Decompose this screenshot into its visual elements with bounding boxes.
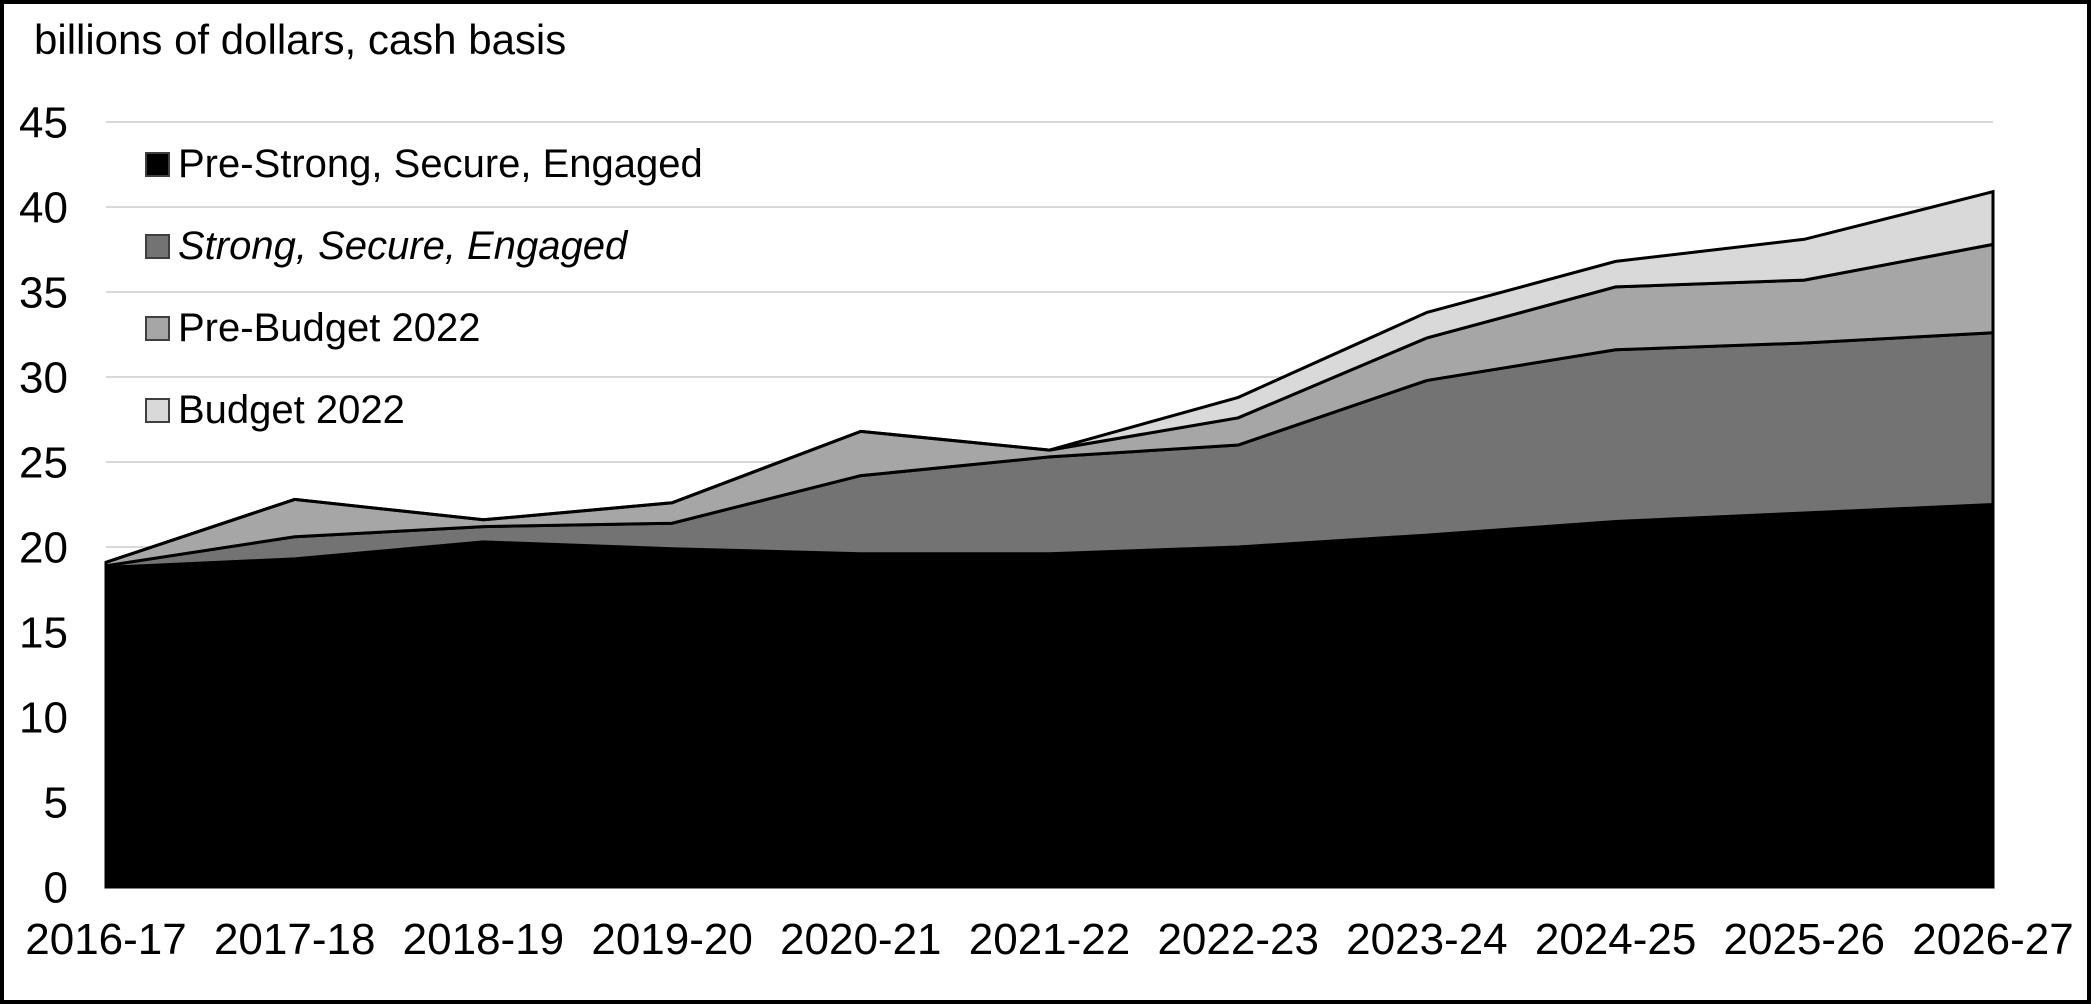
y-tick-label-0: 0 bbox=[44, 863, 68, 912]
y-tick-label-30: 30 bbox=[19, 353, 68, 402]
x-tick-label-2025-26: 2025-26 bbox=[1724, 915, 1885, 964]
y-tick-label-40: 40 bbox=[19, 183, 68, 232]
legend-item-1: Strong, Secure, Engaged bbox=[145, 205, 703, 287]
legend-item-0: Pre-Strong, Secure, Engaged bbox=[145, 123, 703, 205]
x-tick-label-2021-22: 2021-22 bbox=[969, 915, 1130, 964]
y-tick-label-45: 45 bbox=[19, 98, 68, 147]
legend-label: Budget 2022 bbox=[178, 387, 405, 432]
y-tick-label-35: 35 bbox=[19, 268, 68, 317]
legend-label: Pre-Budget 2022 bbox=[178, 305, 481, 350]
legend-swatch-icon bbox=[145, 151, 170, 177]
legend-item-2: Pre-Budget 2022 bbox=[145, 287, 703, 369]
y-tick-label-15: 15 bbox=[19, 608, 68, 657]
x-tick-label-2022-23: 2022-23 bbox=[1157, 915, 1318, 964]
x-tick-label-2023-24: 2023-24 bbox=[1346, 915, 1507, 964]
x-tick-label-2024-25: 2024-25 bbox=[1535, 915, 1696, 964]
y-tick-label-5: 5 bbox=[44, 778, 68, 827]
x-tick-label-2017-18: 2017-18 bbox=[214, 915, 375, 964]
chart-title: billions of dollars, cash basis bbox=[34, 16, 567, 63]
area-series-0 bbox=[104, 502, 1995, 889]
legend-swatch-icon bbox=[145, 233, 170, 259]
legend-swatch-icon bbox=[145, 397, 170, 423]
x-tick-label-2018-19: 2018-19 bbox=[403, 915, 564, 964]
legend-label: Strong, Secure, Engaged bbox=[178, 223, 628, 268]
legend-swatch-icon bbox=[145, 315, 170, 341]
area-series-3 bbox=[105, 189, 1995, 564]
x-tick-label-2019-20: 2019-20 bbox=[591, 915, 752, 964]
legend-label: Pre-Strong, Secure, Engaged bbox=[178, 141, 703, 186]
legend-item-3: Budget 2022 bbox=[145, 369, 703, 451]
x-tick-label-2020-21: 2020-21 bbox=[780, 915, 941, 964]
y-tick-label-10: 10 bbox=[19, 693, 68, 742]
y-tick-label-25: 25 bbox=[19, 438, 68, 487]
y-tick-label-20: 20 bbox=[19, 523, 68, 572]
stacked-area-chart: 0 5 10 15 20 25 30 35 40 45 2016-17 2017-18 2018-19 2… bbox=[19, 98, 2074, 964]
legend: Pre-Strong, Secure, Engaged Strong, Secur… bbox=[145, 123, 703, 451]
x-tick-label-2016-17: 2016-17 bbox=[25, 915, 186, 964]
x-tick-label-2026-27: 2026-27 bbox=[1912, 915, 2073, 964]
